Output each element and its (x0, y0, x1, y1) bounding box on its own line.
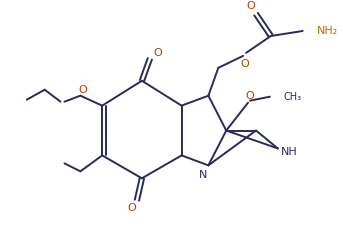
Text: NH: NH (281, 147, 298, 157)
Text: N: N (199, 170, 208, 180)
Text: O: O (241, 59, 249, 69)
Text: O: O (246, 91, 255, 101)
Text: O: O (153, 48, 162, 58)
Text: NH₂: NH₂ (317, 26, 338, 36)
Text: O: O (247, 1, 256, 11)
Text: O: O (78, 85, 87, 95)
Text: CH₃: CH₃ (284, 92, 302, 102)
Text: O: O (128, 203, 137, 213)
